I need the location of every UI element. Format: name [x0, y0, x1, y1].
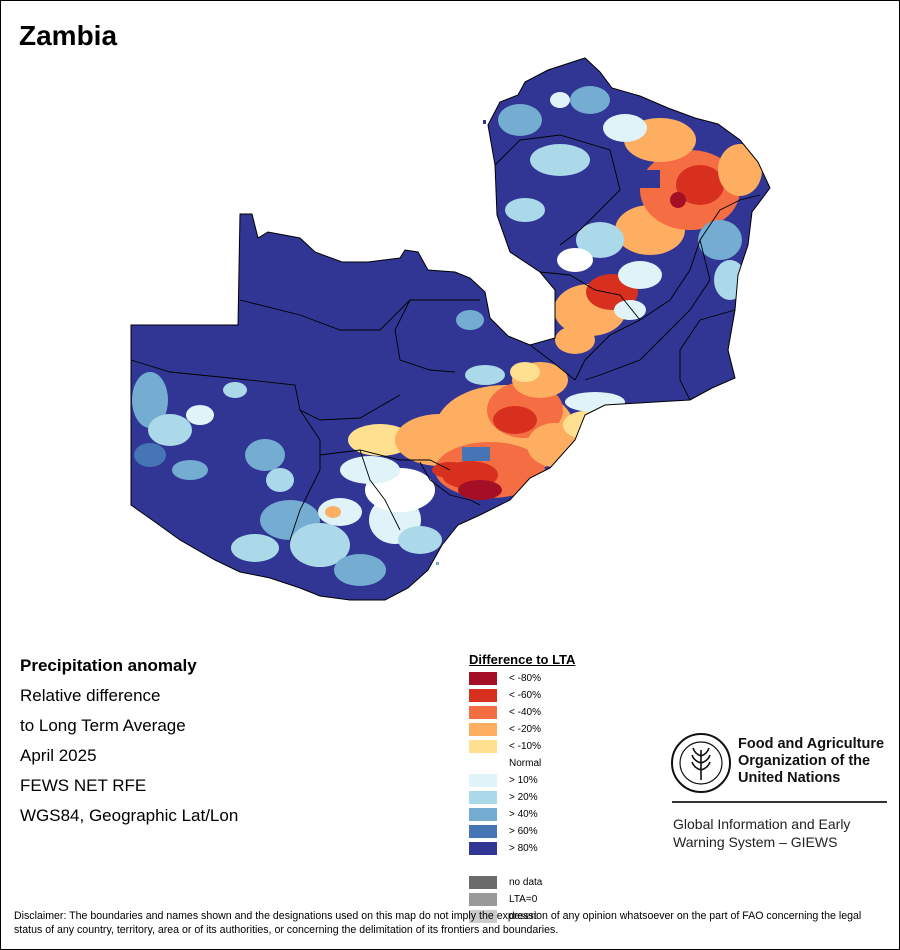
- fao-name: Food and Agriculture Organization of the…: [738, 736, 884, 787]
- fao-name-line3: United Nations: [738, 770, 841, 786]
- lake-pixel: [436, 562, 439, 565]
- legend-label: < -80%: [509, 673, 541, 684]
- legend-item: < -40%: [469, 704, 575, 721]
- legend-item: > 80%: [469, 840, 575, 857]
- base-anomaly-field: [131, 58, 770, 600]
- legend-label: < -20%: [509, 724, 541, 735]
- legend-item: no data: [469, 874, 575, 891]
- disclaimer: Disclaimer: The boundaries and names sho…: [14, 910, 862, 936]
- legend-item: < -80%: [469, 670, 575, 687]
- fao-logo-icon: [671, 733, 731, 793]
- legend-label: > 20%: [509, 792, 538, 803]
- fao-name-line1: Food and Agriculture: [738, 736, 885, 752]
- legend-item: > 60%: [469, 823, 575, 840]
- legend-swatch: [469, 672, 497, 685]
- info-source: FEWS NET RFE: [20, 776, 147, 795]
- legend-item: < -10%: [469, 738, 575, 755]
- legend-label: desert: [509, 911, 537, 922]
- info-line1: Relative difference: [20, 686, 161, 705]
- legend-item: Normal: [469, 755, 575, 772]
- legend-swatch: [469, 893, 497, 906]
- logo-divider: [672, 801, 887, 803]
- legend-label: LTA=0: [509, 894, 538, 905]
- legend-item: desert: [469, 908, 575, 925]
- giews-line1: Global Information and Early: [673, 816, 851, 832]
- lake-pixel: [483, 120, 486, 124]
- legend-label: > 60%: [509, 826, 538, 837]
- legend-swatch: [469, 842, 497, 855]
- anomaly-patches: [132, 86, 762, 586]
- precipitation-anomaly-map: [130, 57, 771, 601]
- legend-swatch: [469, 723, 497, 736]
- legend-label: Normal: [509, 758, 542, 769]
- legend-swatch: [469, 791, 497, 804]
- district-boundaries: [130, 134, 761, 541]
- legend-item: LTA=0: [469, 891, 575, 908]
- legend-swatch: [469, 876, 497, 889]
- legend-label: no data: [509, 877, 543, 888]
- info-heading: Precipitation anomaly: [20, 656, 197, 675]
- legend-swatch: [469, 740, 497, 753]
- legend-swatch: [469, 774, 497, 787]
- legend-rows: < -80% < -60% < -40% < -20% < -10% Normal > 10…: [469, 670, 575, 925]
- info-period: April 2025: [20, 746, 97, 765]
- legend-swatch: [469, 910, 497, 923]
- legend-item: < -60%: [469, 687, 575, 704]
- legend-item: < -20%: [469, 721, 575, 738]
- legend-label: < -10%: [509, 741, 541, 752]
- legend-swatch: [469, 825, 497, 838]
- legend-label: > 40%: [509, 809, 538, 820]
- fao-name-line2: Organization of the: [738, 753, 871, 769]
- legend-item: > 10%: [469, 772, 575, 789]
- map-title: Zambia: [19, 20, 118, 51]
- legend-swatch: [469, 808, 497, 821]
- legend-label: > 10%: [509, 775, 538, 786]
- map-info: Precipitation anomaly Relative differenc…: [20, 656, 238, 836]
- legend-label: < -40%: [509, 707, 541, 718]
- giews-line2: Warning System – GIEWS: [673, 834, 838, 850]
- info-line2: to Long Term Average: [20, 716, 186, 735]
- legend-item: > 20%: [469, 789, 575, 806]
- giews-label: Global Information and Early Warning Sys…: [673, 815, 850, 851]
- legend: Difference to LTA < -80% < -60% < -40% < -2…: [469, 652, 575, 925]
- legend-label: < -60%: [509, 690, 541, 701]
- legend-swatch: [469, 689, 497, 702]
- legend-label: > 80%: [509, 843, 538, 854]
- legend-swatch: [469, 706, 497, 719]
- legend-item: [469, 857, 575, 874]
- legend-item: > 40%: [469, 806, 575, 823]
- legend-title: Difference to LTA: [469, 652, 576, 667]
- info-projection: WGS84, Geographic Lat/Lon: [20, 806, 239, 825]
